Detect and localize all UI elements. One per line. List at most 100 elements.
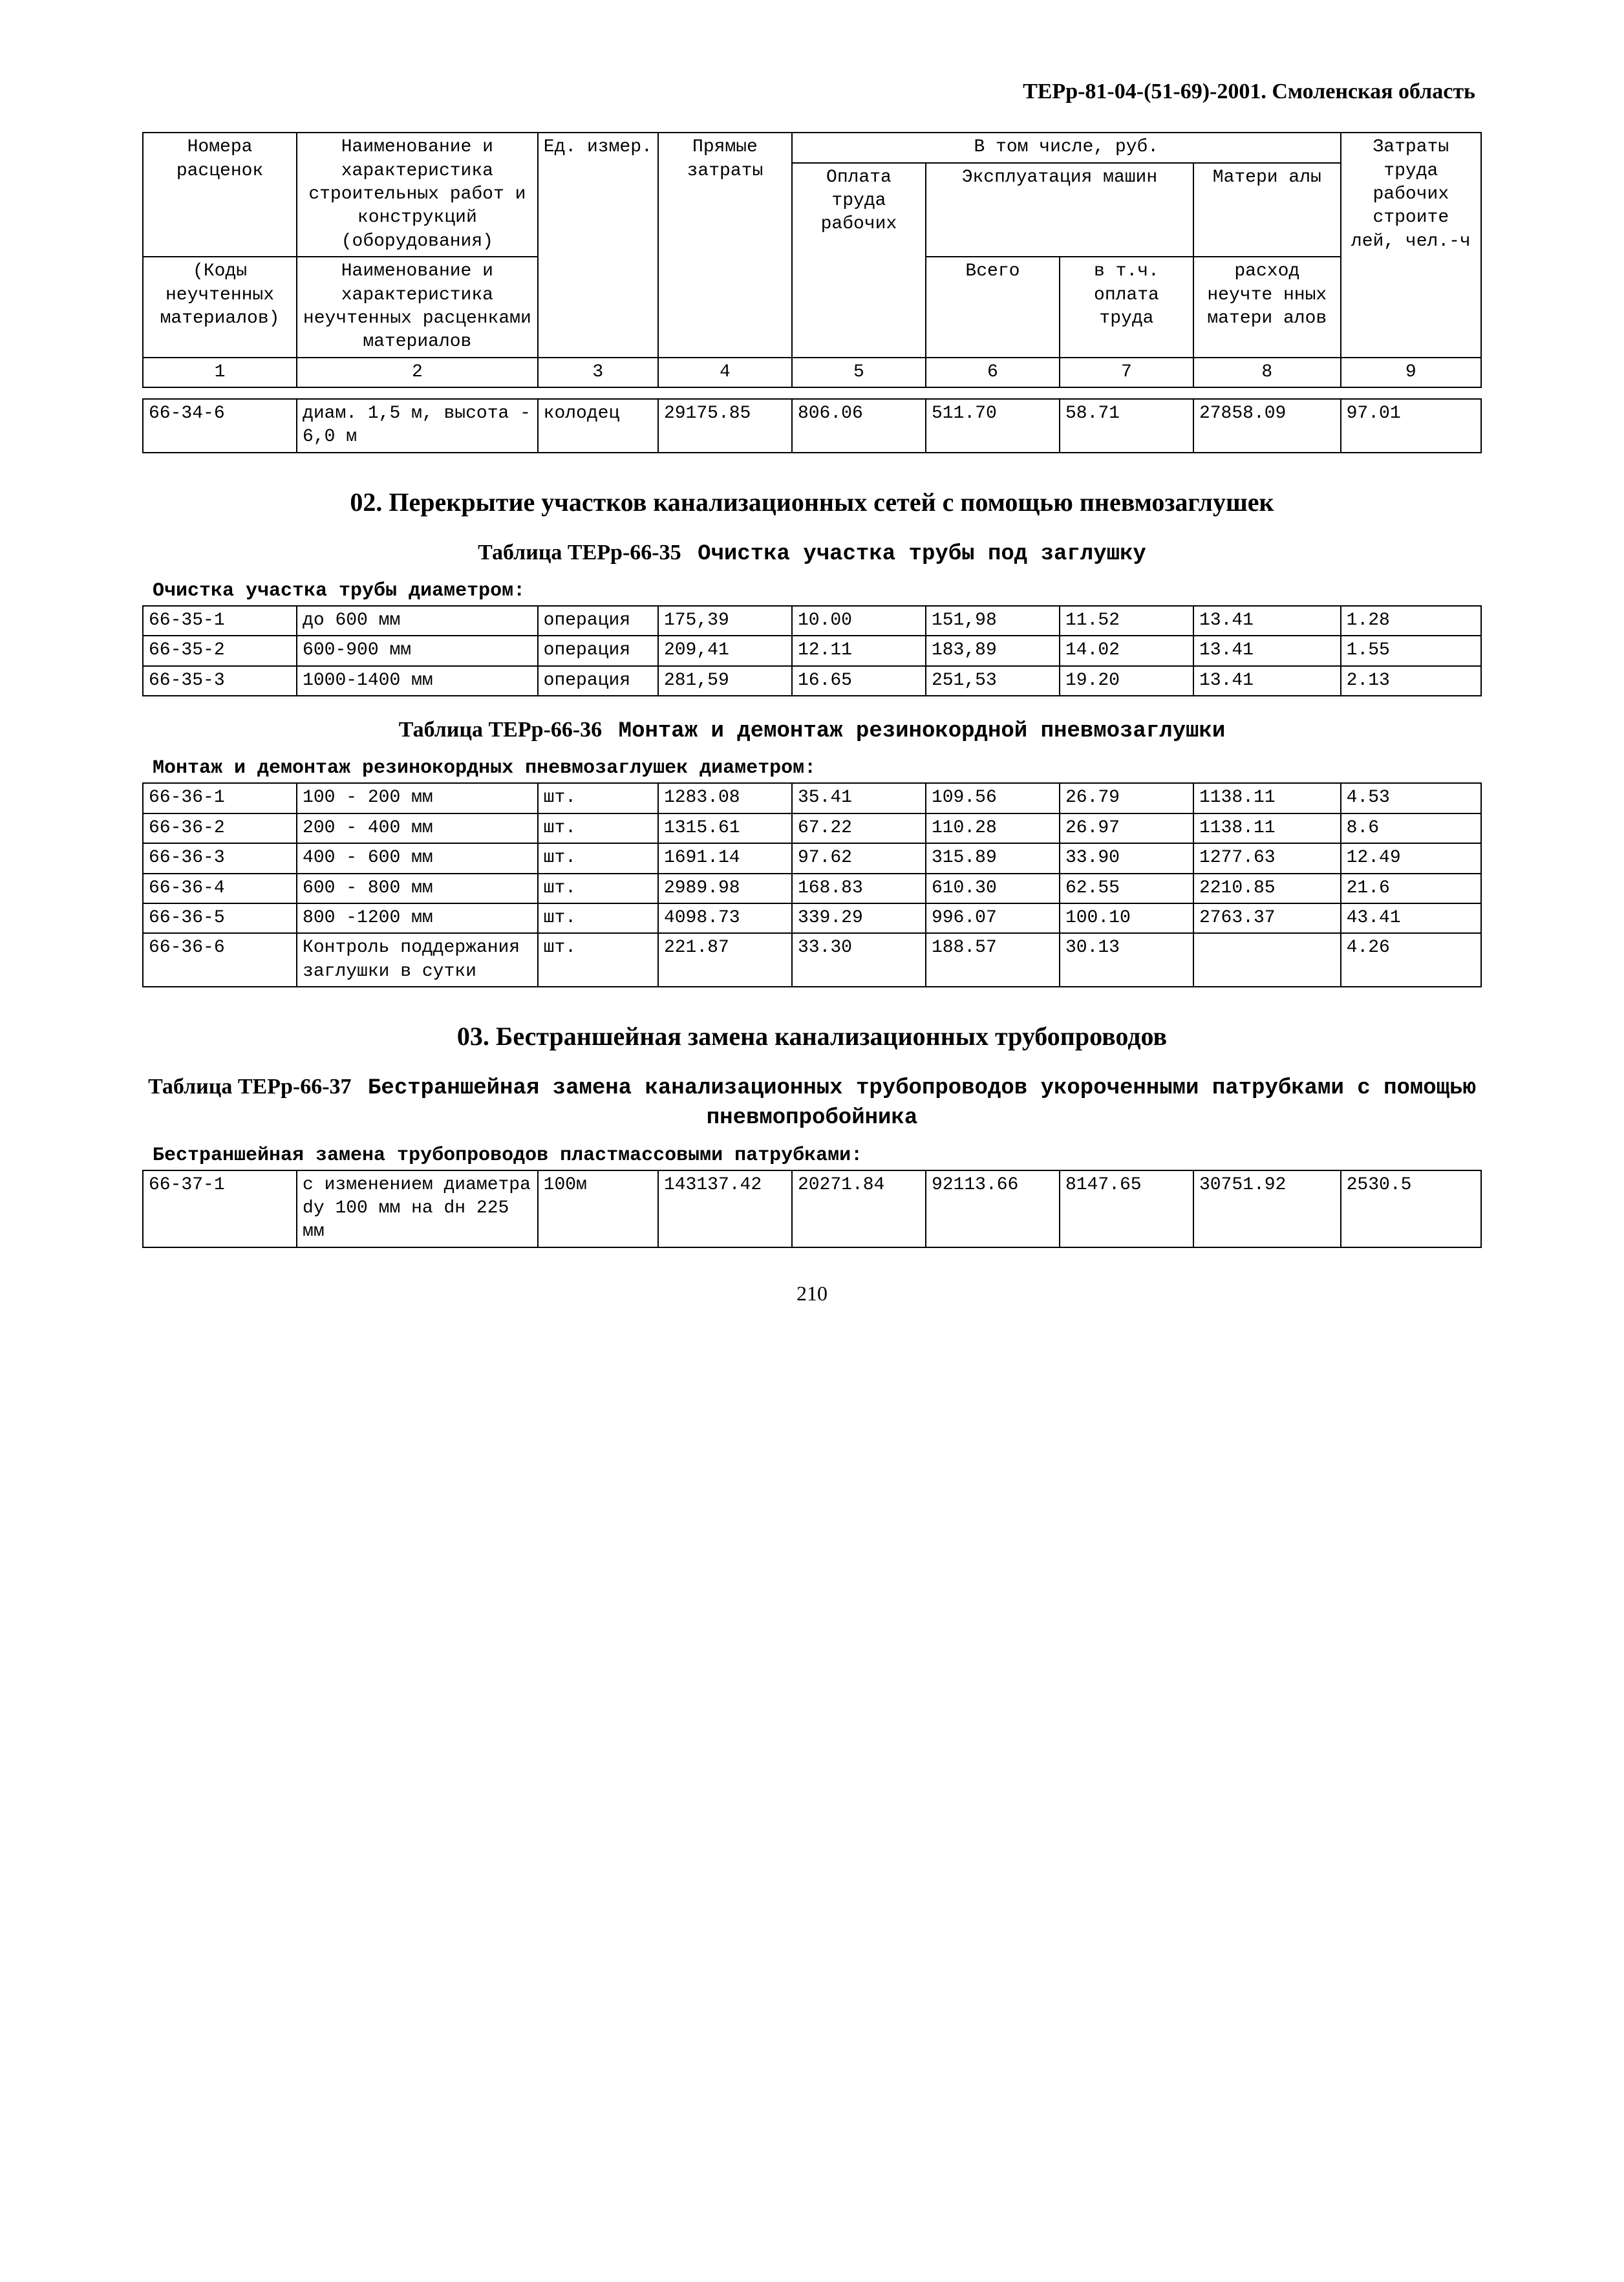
cell: 1138.11: [1193, 813, 1341, 843]
header-table: Номера расценок Наименование и характери…: [142, 132, 1482, 453]
cell: 339.29: [792, 903, 926, 933]
cell: 143137.42: [658, 1170, 792, 1247]
table-row: 66-35-31000-1400 ммоперация281,5916.6525…: [143, 666, 1481, 696]
document-header: ТЕРр-81-04-(51-69)-2001. Смоленская обла…: [142, 78, 1482, 106]
cell: 26.97: [1060, 813, 1193, 843]
table-37: 66-37-1с изменением диаметра dу 100 мм н…: [142, 1170, 1482, 1248]
cell: до 600 мм: [297, 606, 538, 636]
cell: 8147.65: [1060, 1170, 1193, 1247]
cell: 806.06: [792, 399, 926, 453]
cell: 400 - 600 мм: [297, 843, 538, 873]
cell: 13.41: [1193, 666, 1341, 696]
cell: 58.71: [1060, 399, 1193, 453]
colnum: 7: [1060, 358, 1193, 387]
cell: 16.65: [792, 666, 926, 696]
cell: 183,89: [926, 636, 1060, 665]
table-row: 66-36-6Контроль поддержания заглушки в с…: [143, 933, 1481, 987]
table-36-title: Таблица ТЕРр-66-36 Монтаж и демонтаж рез…: [142, 716, 1482, 746]
col-9-header: Затраты труда рабочих строите лей, чел.-…: [1341, 133, 1481, 358]
cell: 12.11: [792, 636, 926, 665]
cell: 97.62: [792, 843, 926, 873]
cell: 66-36-1: [143, 783, 297, 813]
table-row: 66-35-1до 600 ммоперация175,3910.00151,9…: [143, 606, 1481, 636]
cell: 29175.85: [658, 399, 792, 453]
cell: 20271.84: [792, 1170, 926, 1247]
col-6-header: Всего: [926, 257, 1060, 358]
cell: 2530.5: [1341, 1170, 1481, 1247]
cell: 14.02: [1060, 636, 1193, 665]
title-part-a: Таблица ТЕРр-66-37: [148, 1075, 351, 1099]
cell: 8.6: [1341, 813, 1481, 843]
cell: 19.20: [1060, 666, 1193, 696]
cell: 66-36-2: [143, 813, 297, 843]
cell: 1.55: [1341, 636, 1481, 665]
section-03-title: 03. Бестраншейная замена канализационных…: [142, 1020, 1482, 1053]
cell: шт.: [538, 874, 658, 903]
col-7-header: в т.ч. оплата труда: [1060, 257, 1193, 358]
cell: 610.30: [926, 874, 1060, 903]
cell: 1315.61: [658, 813, 792, 843]
cell: шт.: [538, 843, 658, 873]
table-row: 66-36-1100 - 200 ммшт.1283.0835.41109.56…: [143, 783, 1481, 813]
cell: с изменением диаметра dу 100 мм на dн 22…: [297, 1170, 538, 1247]
colnum: 8: [1193, 358, 1341, 387]
colnum: 3: [538, 358, 658, 387]
cell: 800 -1200 мм: [297, 903, 538, 933]
cell: колодец: [538, 399, 658, 453]
colnum: 4: [658, 358, 792, 387]
table-36-subtitle: Монтаж и демонтаж резинокордных пневмоза…: [153, 756, 1482, 781]
cell: 110.28: [926, 813, 1060, 843]
cell: 2763.37: [1193, 903, 1341, 933]
cell: 13.41: [1193, 636, 1341, 665]
cell: 2210.85: [1193, 874, 1341, 903]
cell: 2989.98: [658, 874, 792, 903]
cell: операция: [538, 606, 658, 636]
title-part-b: Монтаж и демонтаж резинокордной пневмоза…: [619, 719, 1226, 744]
cell: 109.56: [926, 783, 1060, 813]
cell: операция: [538, 636, 658, 665]
cell: 92113.66: [926, 1170, 1060, 1247]
col-group-header: В том числе, руб.: [792, 133, 1341, 162]
cell: 600 - 800 мм: [297, 874, 538, 903]
colnum: 2: [297, 358, 538, 387]
cell: 151,98: [926, 606, 1060, 636]
cell: 62.55: [1060, 874, 1193, 903]
cell: 1000-1400 мм: [297, 666, 538, 696]
col-1-header: Номера расценок: [143, 133, 297, 257]
cell: 1691.14: [658, 843, 792, 873]
cell: [1193, 933, 1341, 987]
cell: шт.: [538, 903, 658, 933]
cell: 1277.63: [1193, 843, 1341, 873]
cell: шт.: [538, 813, 658, 843]
cell: 66-35-2: [143, 636, 297, 665]
table-37-subtitle: Бестраншейная замена трубопроводов пласт…: [153, 1143, 1482, 1168]
cell: 221.87: [658, 933, 792, 987]
cell: 4.26: [1341, 933, 1481, 987]
title-part-a: Таблица ТЕРр-66-36: [399, 718, 602, 742]
cell: 511.70: [926, 399, 1060, 453]
colnum: 1: [143, 358, 297, 387]
cell: 35.41: [792, 783, 926, 813]
cell: 66-36-5: [143, 903, 297, 933]
cell: 100.10: [1060, 903, 1193, 933]
table-row: 66-37-1с изменением диаметра dу 100 мм н…: [143, 1170, 1481, 1247]
cell: 209,41: [658, 636, 792, 665]
cell: шт.: [538, 783, 658, 813]
cell: 67.22: [792, 813, 926, 843]
table-row: 66-36-5800 -1200 ммшт.4098.73339.29996.0…: [143, 903, 1481, 933]
cell: 168.83: [792, 874, 926, 903]
table-36: 66-36-1100 - 200 ммшт.1283.0835.41109.56…: [142, 782, 1482, 987]
cell: 4098.73: [658, 903, 792, 933]
col-5-header: Оплата труда рабочих: [792, 163, 926, 358]
cell: 100м: [538, 1170, 658, 1247]
cell: 21.6: [1341, 874, 1481, 903]
table-35-subtitle: Очистка участка трубы диаметром:: [153, 579, 1482, 604]
page-number: 210: [142, 1280, 1482, 1308]
col-3-header: Ед. измер.: [538, 133, 658, 358]
cell: 100 - 200 мм: [297, 783, 538, 813]
table-row: 66-36-3400 - 600 ммшт.1691.1497.62315.89…: [143, 843, 1481, 873]
cell: 996.07: [926, 903, 1060, 933]
cell: диам. 1,5 м, высота - 6,0 м: [297, 399, 538, 453]
cell: 200 - 400 мм: [297, 813, 538, 843]
table-row: 66-35-2600-900 ммоперация209,4112.11183,…: [143, 636, 1481, 665]
